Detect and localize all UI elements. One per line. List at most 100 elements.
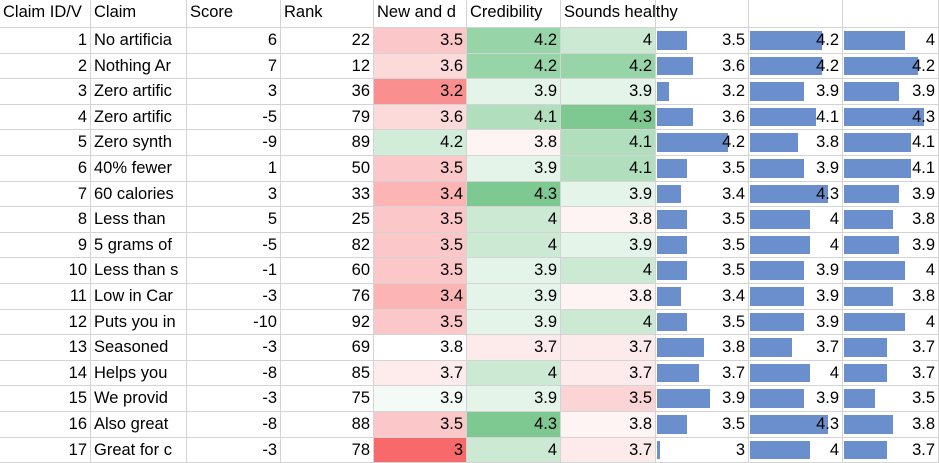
cell-databar-3[interactable]: 4.3 <box>843 104 939 130</box>
cell-credibility[interactable]: 4 <box>467 437 561 463</box>
cell-new-and-different[interactable]: 3.4 <box>374 181 467 207</box>
cell-rank[interactable]: 76 <box>281 284 374 309</box>
cell-databar-1[interactable]: 3.5 <box>656 412 749 437</box>
cell-sounds-healthy[interactable]: 4.3 <box>561 104 656 130</box>
cell-rank[interactable]: 50 <box>281 156 374 181</box>
cell-new-and-different[interactable]: 3.5 <box>374 28 467 53</box>
cell-databar-3[interactable]: 4 <box>843 258 939 283</box>
cell-credibility[interactable]: 4.3 <box>467 181 561 207</box>
cell-new-and-different[interactable]: 3.9 <box>374 386 467 411</box>
cell-new-and-different[interactable]: 3.5 <box>374 207 467 232</box>
cell-rank[interactable]: 36 <box>281 79 374 104</box>
cell-databar-3[interactable]: 4.2 <box>843 53 939 79</box>
cell-credibility[interactable]: 4.3 <box>467 412 561 437</box>
cell-claim[interactable]: Zero artific <box>91 104 187 130</box>
cell-sounds-healthy[interactable]: 3.9 <box>561 181 656 207</box>
cell-databar-2[interactable]: 3.8 <box>749 130 843 155</box>
cell-claim-id[interactable]: 8 <box>0 207 91 232</box>
cell-claim[interactable]: Nothing Ar <box>91 53 187 79</box>
cell-databar-3[interactable]: 3.8 <box>843 207 939 232</box>
cell-rank[interactable]: 75 <box>281 386 374 411</box>
cell-databar-2[interactable]: 3.9 <box>749 79 843 104</box>
cell-credibility[interactable]: 4.2 <box>467 28 561 53</box>
cell-new-and-different[interactable]: 3.5 <box>374 258 467 283</box>
cell-claim-id[interactable]: 9 <box>0 232 91 258</box>
cell-databar-2[interactable]: 3.9 <box>749 156 843 181</box>
cell-rank[interactable]: 79 <box>281 104 374 130</box>
cell-databar-3[interactable]: 3.7 <box>843 437 939 463</box>
cell-databar-1[interactable]: 3.5 <box>656 309 749 335</box>
cell-databar-2[interactable]: 4.1 <box>749 104 843 130</box>
cell-databar-1[interactable]: 3.9 <box>656 386 749 411</box>
header-col-i[interactable] <box>749 0 843 27</box>
cell-sounds-healthy[interactable]: 3.7 <box>561 437 656 463</box>
cell-claim[interactable]: 5 grams of <box>91 232 187 258</box>
cell-sounds-healthy[interactable]: 4 <box>561 28 656 53</box>
cell-claim-id[interactable]: 13 <box>0 335 91 360</box>
cell-claim-id[interactable]: 2 <box>0 53 91 79</box>
cell-new-and-different[interactable]: 3.5 <box>374 412 467 437</box>
cell-claim-id[interactable]: 16 <box>0 412 91 437</box>
cell-score[interactable]: -3 <box>187 437 281 463</box>
cell-databar-2[interactable]: 4.3 <box>749 181 843 207</box>
header-credibility[interactable]: Credibility <box>467 0 561 27</box>
cell-new-and-different[interactable]: 3.5 <box>374 156 467 181</box>
cell-databar-2[interactable]: 3.9 <box>749 258 843 283</box>
cell-score[interactable]: 3 <box>187 181 281 207</box>
cell-new-and-different[interactable]: 3.6 <box>374 104 467 130</box>
cell-claim[interactable]: Low in Car <box>91 284 187 309</box>
cell-credibility[interactable]: 3.9 <box>467 156 561 181</box>
cell-databar-1[interactable]: 3 <box>656 437 749 463</box>
cell-claim[interactable]: Helps you <box>91 360 187 386</box>
cell-databar-1[interactable]: 4.2 <box>656 130 749 155</box>
cell-claim[interactable]: We provid <box>91 386 187 411</box>
cell-databar-1[interactable]: 3.5 <box>656 207 749 232</box>
cell-claim-id[interactable]: 17 <box>0 437 91 463</box>
cell-credibility[interactable]: 4 <box>467 232 561 258</box>
cell-claim-id[interactable]: 1 <box>0 28 91 53</box>
cell-claim[interactable]: Zero synth <box>91 130 187 155</box>
cell-score[interactable]: -5 <box>187 104 281 130</box>
cell-credibility[interactable]: 3.7 <box>467 335 561 360</box>
cell-databar-3[interactable]: 3.7 <box>843 335 939 360</box>
cell-new-and-different[interactable]: 3.7 <box>374 360 467 386</box>
header-claim[interactable]: Claim <box>91 0 187 27</box>
cell-databar-3[interactable]: 3.7 <box>843 360 939 386</box>
cell-databar-2[interactable]: 4 <box>749 232 843 258</box>
cell-score[interactable]: -3 <box>187 386 281 411</box>
cell-databar-1[interactable]: 3.5 <box>656 156 749 181</box>
cell-claim[interactable]: Zero artific <box>91 79 187 104</box>
cell-claim[interactable]: 40% fewer <box>91 156 187 181</box>
cell-rank[interactable]: 60 <box>281 258 374 283</box>
cell-claim-id[interactable]: 12 <box>0 309 91 335</box>
cell-score[interactable]: -1 <box>187 258 281 283</box>
header-new-and-d[interactable]: New and d <box>374 0 467 27</box>
cell-rank[interactable]: 69 <box>281 335 374 360</box>
cell-score[interactable]: 1 <box>187 156 281 181</box>
cell-new-and-different[interactable]: 3.6 <box>374 53 467 79</box>
cell-new-and-different[interactable]: 3.5 <box>374 309 467 335</box>
cell-credibility[interactable]: 3.9 <box>467 258 561 283</box>
cell-claim-id[interactable]: 10 <box>0 258 91 283</box>
cell-databar-1[interactable]: 3.4 <box>656 284 749 309</box>
cell-rank[interactable]: 33 <box>281 181 374 207</box>
cell-databar-1[interactable]: 3.2 <box>656 79 749 104</box>
cell-databar-3[interactable]: 4.1 <box>843 156 939 181</box>
cell-new-and-different[interactable]: 3.2 <box>374 79 467 104</box>
cell-score[interactable]: 7 <box>187 53 281 79</box>
cell-databar-3[interactable]: 3.5 <box>843 386 939 411</box>
cell-new-and-different[interactable]: 3.4 <box>374 284 467 309</box>
cell-databar-1[interactable]: 3.6 <box>656 104 749 130</box>
cell-sounds-healthy[interactable]: 3.7 <box>561 335 656 360</box>
cell-new-and-different[interactable]: 4.2 <box>374 130 467 155</box>
cell-rank[interactable]: 89 <box>281 130 374 155</box>
cell-databar-2[interactable]: 3.7 <box>749 335 843 360</box>
cell-rank[interactable]: 85 <box>281 360 374 386</box>
cell-claim[interactable]: Seasoned <box>91 335 187 360</box>
cell-databar-3[interactable]: 3.9 <box>843 181 939 207</box>
cell-databar-2[interactable]: 4 <box>749 207 843 232</box>
cell-score[interactable]: 6 <box>187 28 281 53</box>
cell-credibility[interactable]: 3.9 <box>467 386 561 411</box>
cell-sounds-healthy[interactable]: 3.8 <box>561 284 656 309</box>
cell-rank[interactable]: 88 <box>281 412 374 437</box>
